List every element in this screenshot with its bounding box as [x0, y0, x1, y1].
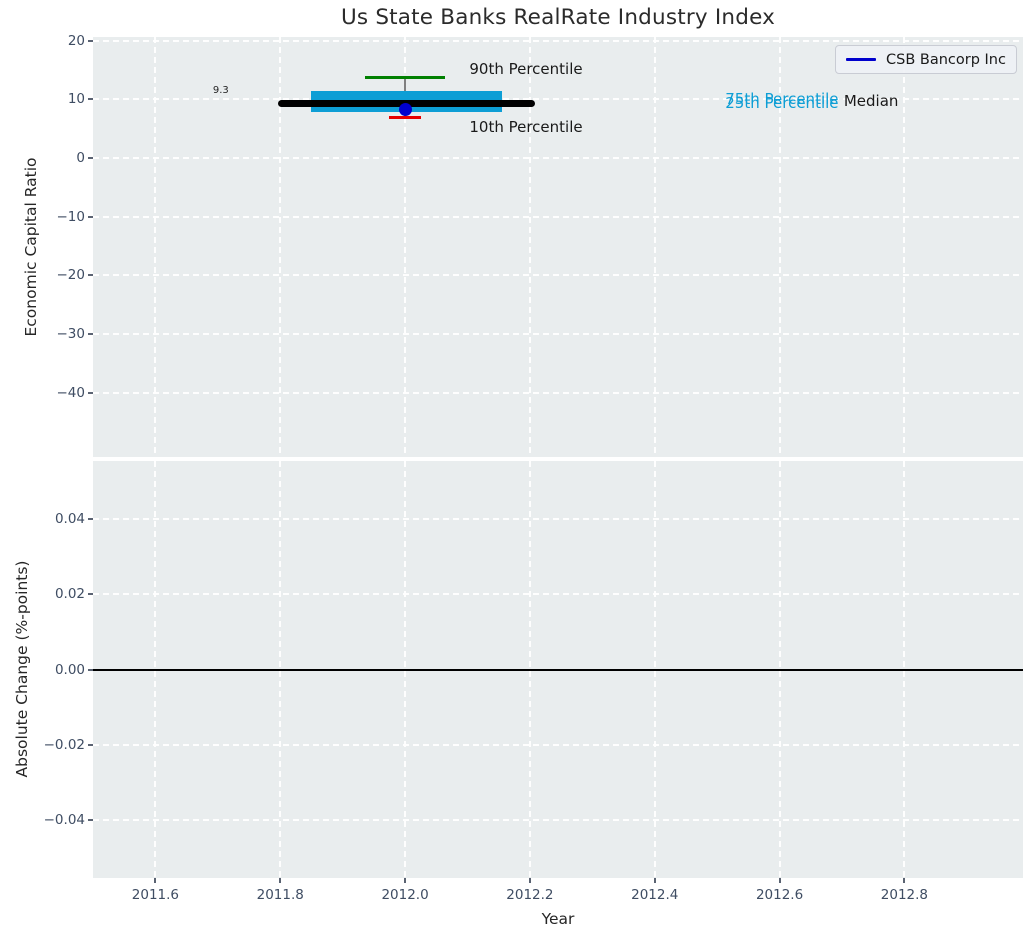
x-tick-label: 2011.8 [256, 887, 304, 903]
gridline [93, 818, 1023, 821]
y-tick-label: −20 [56, 267, 86, 284]
y-tick-label: 0.00 [54, 661, 85, 678]
x-tick-mark [778, 878, 781, 883]
y-tick-label: −10 [56, 208, 86, 225]
x-tick-mark [279, 878, 282, 883]
y-tick-mark [88, 39, 93, 42]
gridline [93, 215, 1023, 218]
gridline [93, 157, 1023, 159]
gridline [93, 333, 1023, 336]
gridline [279, 37, 282, 457]
x-tick-label: 2012.2 [506, 887, 554, 903]
annotation-25th-percentile: 25th Percentile [725, 94, 839, 113]
gridline [653, 37, 656, 457]
gridline [93, 98, 1023, 101]
gridline [93, 743, 1023, 746]
legend-line-icon [846, 58, 876, 61]
y-tick-mark [88, 818, 93, 821]
x-axis-label: Year [541, 910, 575, 928]
y-tick-mark [88, 668, 93, 671]
p90-cap [365, 76, 446, 80]
x-tick-mark [154, 878, 157, 883]
y-tick-mark [88, 274, 93, 277]
x-tick-mark [653, 878, 656, 883]
p10-cap [388, 115, 422, 119]
y-tick-label: −0.04 [43, 811, 85, 828]
gridline [404, 37, 407, 457]
gridline [93, 391, 1023, 394]
x-tick-mark [404, 878, 407, 883]
y-tick-mark [88, 743, 93, 746]
x-tick-mark [903, 878, 906, 883]
y-tick-mark [88, 215, 93, 218]
x-tick-label: 2012.6 [755, 887, 804, 903]
y-tick-mark [88, 593, 93, 596]
top-axes: 90th Percentile 10th Percentile 9.3 75th Pe… [93, 37, 1023, 457]
annotation-75th-percentile: 75th Percentile [725, 90, 839, 109]
gridline [528, 37, 531, 457]
y-tick-label: −40 [56, 384, 86, 401]
legend-label: CSB Bancorp Inc [886, 51, 1006, 68]
annotation-90th-percentile: 90th Percentile [469, 60, 583, 79]
y-tick-mark [88, 518, 93, 521]
x-tick-label: 2012.4 [631, 887, 679, 903]
gridline [93, 593, 1023, 596]
y-tick-label: −0.02 [43, 736, 85, 753]
gridline [903, 37, 906, 457]
x-tick-label: 2012.8 [880, 887, 929, 903]
company-data-point [398, 102, 412, 116]
y-tick-label: 0.04 [54, 511, 85, 528]
legend: CSB Bancorp Inc [835, 45, 1017, 74]
x-tick-label: 2011.6 [131, 887, 180, 903]
bottom-y-axis-label: Absolute Change (%-points) [13, 560, 31, 778]
y-tick-label: 20 [67, 32, 85, 49]
annotation-10th-percentile: 10th Percentile [469, 117, 583, 136]
y-tick-mark [88, 98, 93, 101]
gridline [778, 37, 781, 457]
x-tick-mark [528, 878, 531, 883]
chart-title: Us State Banks RealRate Industry Index [340, 5, 776, 30]
x-tick-label: 2012.0 [381, 887, 429, 903]
gridline [93, 274, 1023, 277]
gridline [93, 39, 1023, 42]
annotation-9-3: 9.3 [212, 85, 229, 97]
y-tick-label: 10 [67, 91, 85, 108]
top-y-axis-label: Economic Capital Ratio [22, 157, 40, 337]
y-tick-mark [88, 333, 93, 336]
y-tick-label: 0 [76, 150, 85, 166]
bottom-axes [93, 461, 1023, 878]
y-tick-label: 0.02 [54, 586, 85, 603]
y-tick-mark [88, 157, 93, 159]
annotation-median: Median [843, 92, 899, 111]
y-tick-label: −30 [56, 326, 86, 343]
zero-line [93, 668, 1023, 671]
y-tick-mark [88, 391, 93, 394]
gridline [93, 518, 1023, 521]
gridline [154, 37, 157, 457]
